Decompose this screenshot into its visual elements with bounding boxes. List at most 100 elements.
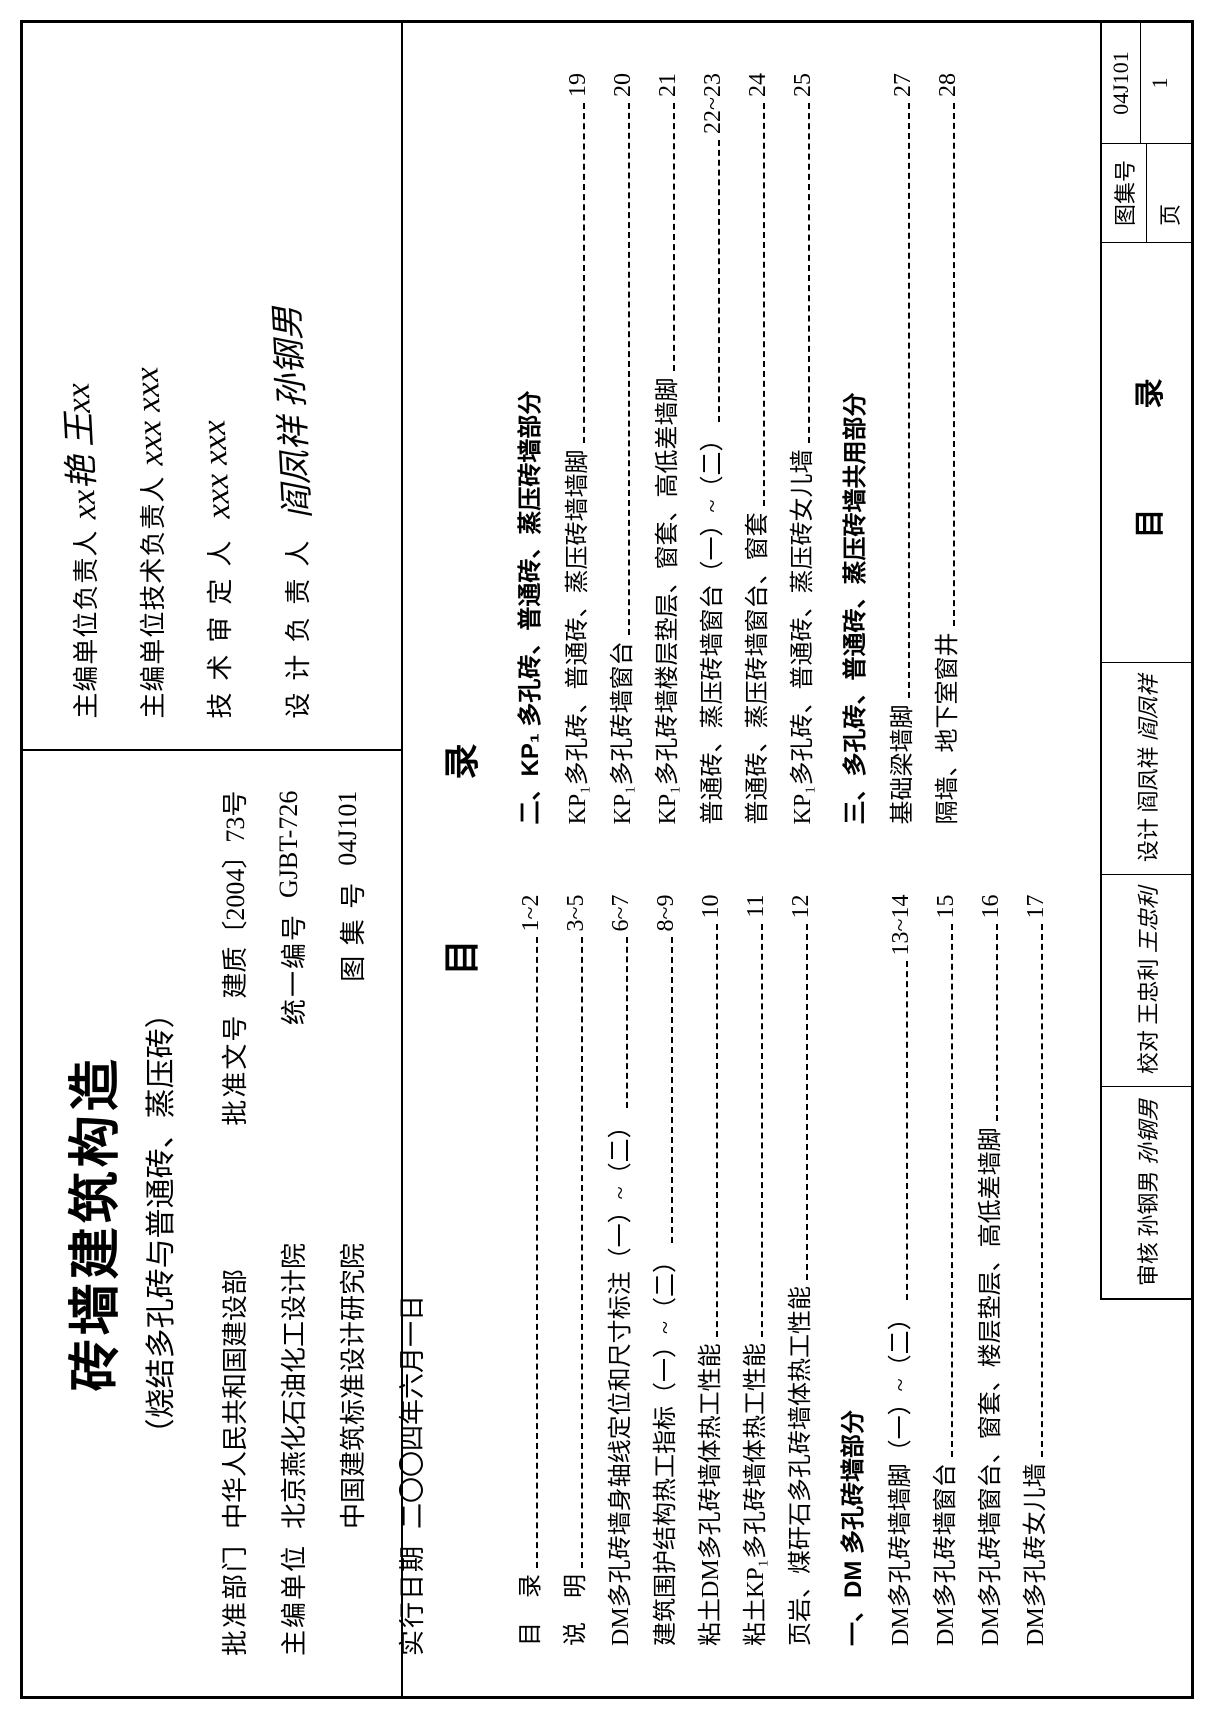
jiaodui-name: 王忠利 (1131, 959, 1163, 1025)
main-title: 砖墙建筑构造 (53, 791, 128, 1656)
toc-page: 15 (933, 895, 960, 919)
toc-leader (671, 937, 673, 1243)
editor1: 北京燕化石油化工设计院 (274, 1025, 311, 1529)
toc-leader (626, 937, 628, 1108)
toc-header: 目录 (433, 73, 485, 1646)
sub-title: （烧结多孔砖与普通砖、蒸压砖） (136, 791, 180, 1656)
editor2: 中国建筑标准设计研究院 (333, 982, 370, 1529)
toc-text: 粘土DM多孔砖墙体热工性能 (690, 1343, 725, 1646)
toc-entry: KP₁多孔砖、普通砖、蒸压砖墙墙脚19 (557, 73, 592, 825)
footer-atlas-label: 图集号 (1102, 144, 1147, 242)
toc-leader (583, 103, 585, 443)
toc-leader (906, 961, 908, 1300)
toc-entry: 页岩、煤矸石多孔砖墙体热工性能12 (780, 895, 815, 1647)
unified-no: GJBT-726 (274, 791, 311, 898)
footer-strip: 审核 孙钢男 孙钢男 校对 王忠利 王忠利 设计 阎凤祥 阎凤祥 目录 图集号 … (1100, 23, 1191, 1300)
toc-text: 基础梁墙脚 (882, 705, 917, 825)
editor-label: 主编单位 (274, 1544, 311, 1656)
sig1-label: 主编单位负责人 (66, 530, 103, 719)
toc-page: 17 (1023, 895, 1050, 919)
toc-text: KP₁多孔砖、普通砖、蒸压砖女儿墙 (782, 449, 817, 824)
shenhe-label: 审核 (1131, 1242, 1163, 1286)
toc-text: DM多孔砖墙窗台、窗套、楼层垫层、高低差墙脚 (970, 1127, 1005, 1646)
toc-page: 12 (788, 895, 815, 919)
signature-block: 主编单位负责人 xx艳 王xx 主编单位技术负责人 xxx xxx 技术审定人 … (23, 23, 401, 749)
sig-line-2: 主编单位技术负责人 xxx xxx (131, 53, 170, 719)
sig3-label: 技术审定人 (200, 529, 237, 719)
toc-text: KP₁多孔砖墙楼层垫层、窗套、高低差墙脚 (647, 377, 682, 824)
toc-leader (908, 103, 910, 699)
toc-entry: DM多孔砖墙窗台、窗套、楼层垫层、高低差墙脚 16 (970, 895, 1005, 1647)
toc-page: 8~9 (653, 895, 680, 932)
toc-leader (996, 925, 998, 1122)
toc-text: 目 录 (510, 1574, 545, 1646)
footer-title: 目录 (1102, 242, 1191, 662)
toc-entry: KP₁多孔砖墙楼层垫层、窗套、高低差墙脚21 (647, 73, 682, 825)
toc-leader (536, 937, 538, 1568)
toc-entry: 粘土KP₁多孔砖墙体热工性能11 (735, 895, 770, 1647)
toc-col-right: 二、KP₁ 多孔砖、普通砖、蒸压砖墙部分 KP₁多孔砖、普通砖、蒸压砖墙墙脚19… (510, 73, 1060, 825)
toc-entry: 粘土DM多孔砖墙体热工性能 10 (690, 895, 725, 1647)
toc-entry: DM多孔砖墙窗台 15 (925, 895, 960, 1647)
header-section: 砖墙建筑构造 （烧结多孔砖与普通砖、蒸压砖） 批准部门 中华人民共和国建设部 批… (23, 23, 403, 1696)
toc-leader (581, 937, 583, 1568)
toc-leader (951, 925, 953, 1458)
footer-jiaodui: 校对 王忠利 王忠利 (1102, 874, 1191, 1086)
toc-page: 3~5 (563, 895, 590, 932)
toc-leader (806, 925, 808, 1281)
toc-page: 22~23 (700, 73, 727, 134)
sig2-handwriting: xxx xxx (128, 366, 172, 467)
page-frame: 砖墙建筑构造 （烧结多孔砖与普通砖、蒸压砖） 批准部门 中华人民共和国建设部 批… (20, 20, 1194, 1699)
toc-entry: DM多孔砖墙墙脚（一）~（二） 13~14 (880, 895, 915, 1647)
sig-line-3: 技术审定人 xxx xxx (198, 53, 237, 719)
toc-page: 16 (978, 895, 1005, 919)
toc-sec1-head: 一、DM 多孔砖墙部分 (833, 895, 868, 1647)
toc-section: 目录 目 录 1~2 说 明3~5 DM多孔砖墙身轴线定位和尺寸标注（一）~（二）6~… (403, 23, 1103, 1696)
toc-leader (628, 103, 630, 635)
sig-line-4: 设计负责人 阎凤祥 孙钢男 (265, 53, 315, 719)
sheji-name: 阎凤祥 (1131, 747, 1163, 813)
toc-text: 建筑围护结构热工指标（一）~（二） (645, 1249, 680, 1646)
approval-no-label: 批准文号 (215, 1014, 252, 1126)
toc-text: 隔墙、地下室窗井 (927, 633, 962, 825)
sheji-label: 设计 (1131, 818, 1163, 862)
sig3-handwriting: xxx xxx (195, 419, 239, 520)
sig4-handwriting: 阎凤祥 孙钢男 (259, 305, 320, 520)
shenhe-name: 孙钢男 (1131, 1171, 1163, 1237)
atlas-no: 04J101 (333, 791, 370, 866)
toc-entry: 说 明3~5 (555, 895, 590, 1647)
toc-page: 6~7 (608, 895, 635, 932)
approval-dept-label: 批准部门 (215, 1544, 252, 1656)
footer-atlas-no: 04J101 (1102, 23, 1141, 143)
toc-page: 1~2 (518, 895, 545, 932)
jiaodui-label: 校对 (1131, 1030, 1163, 1074)
toc-text: 普通砖、蒸压砖墙窗台（一）~（二） (692, 428, 727, 825)
footer-labels-stack: 图集号 页 (1102, 143, 1191, 242)
sig-line-1: 主编单位负责人 xx艳 王xx (53, 53, 103, 719)
toc-text: 普通砖、蒸压砖墙窗台、窗套 (737, 513, 772, 825)
toc-text: DM多孔砖墙窗台 (925, 1463, 960, 1646)
toc-text: DM多孔砖墙墙脚（一）~（二） (880, 1306, 915, 1646)
toc-leader (761, 924, 763, 1337)
toc-page: 20 (610, 73, 637, 97)
toc-entry: 基础梁墙脚27 (882, 73, 917, 825)
toc-entry: 隔墙、地下室窗井 28 (927, 73, 962, 825)
sheji-sig: 阎凤祥 (1131, 675, 1163, 741)
toc-entry: 目 录 1~2 (510, 895, 545, 1647)
toc-leader (716, 925, 718, 1338)
toc-leader (953, 103, 955, 627)
toc-entry: DM多孔砖女儿墙17 (1015, 895, 1050, 1647)
toc-entry: 普通砖、蒸压砖墙窗台（一）~（二） 22~23 (692, 73, 727, 825)
unified-no-label: 统一编号 (274, 913, 311, 1025)
toc-page: 19 (565, 73, 592, 97)
toc-page: 13~14 (888, 895, 915, 956)
footer-shenhe: 审核 孙钢男 孙钢男 (1102, 1086, 1191, 1298)
approval-dept: 中华人民共和国建设部 (215, 1126, 252, 1529)
editor-line-2: 主编单位 中国建筑标准设计研究院 图 集 号 04J101 (333, 791, 370, 1656)
toc-entry: DM多孔砖墙身轴线定位和尺寸标注（一）~（二）6~7 (600, 895, 635, 1647)
toc-page: 10 (698, 895, 725, 919)
atlas-no-label: 图 集 号 (333, 881, 370, 982)
toc-page: 28 (935, 73, 962, 97)
toc-leader (673, 103, 675, 371)
toc-leader (763, 103, 765, 507)
